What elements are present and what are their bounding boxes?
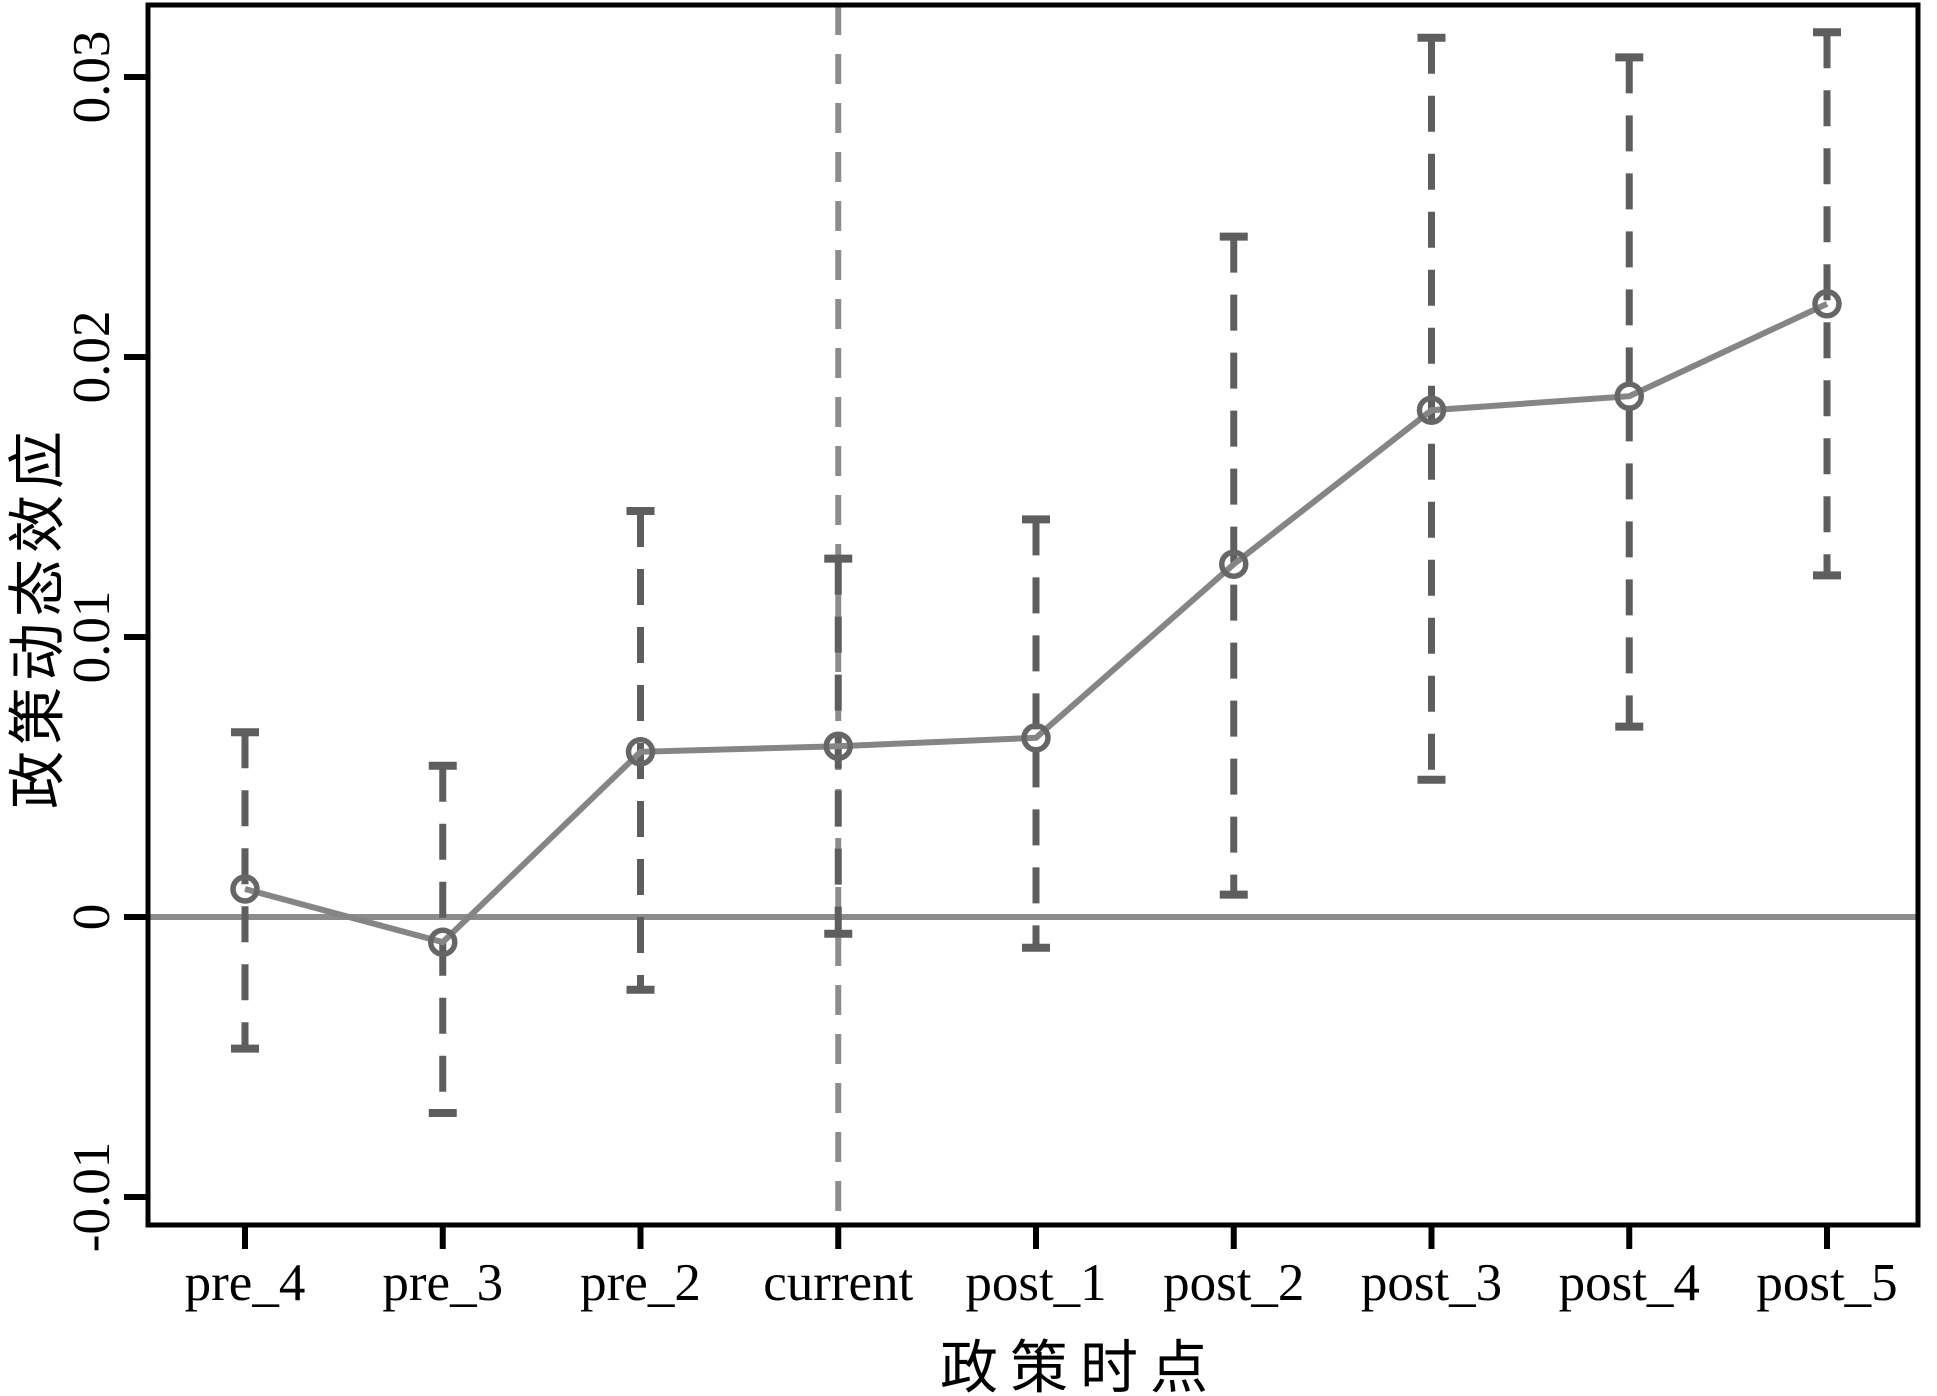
x-tick-label: post_5: [1756, 1254, 1897, 1312]
x-tick-label: post_3: [1361, 1254, 1502, 1312]
y-tick-label: 0.02: [63, 311, 121, 404]
data-point-marker: [1021, 723, 1051, 753]
x-tick-label: post_4: [1559, 1254, 1700, 1312]
data-point-marker: [1812, 289, 1842, 319]
data-point-marker: [1614, 381, 1644, 411]
data-point-marker: [230, 874, 260, 904]
data-point-marker: [625, 737, 656, 767]
plot-frame: [145, 2, 1921, 1228]
x-tick-label: post_1: [965, 1254, 1106, 1312]
y-axis-title: 政策动态效应: [6, 425, 71, 809]
y-tick-label: 0.03: [63, 31, 121, 124]
x-tick-label: post_2: [1163, 1254, 1304, 1312]
data-point-marker: [1416, 395, 1447, 425]
y-tick-label: -0.01: [63, 1142, 121, 1252]
x-tick-label: pre_4: [185, 1254, 306, 1312]
x-tick-label: pre_3: [382, 1254, 503, 1312]
y-tick-label: 0.01: [63, 591, 121, 684]
series-line: [244, 301, 1829, 946]
x-tick-label: current: [763, 1254, 913, 1312]
data-point-marker: [1219, 549, 1249, 579]
x-tick-label: pre_2: [580, 1254, 701, 1312]
y-tick-label: 0: [63, 904, 121, 931]
data-point-marker: [823, 731, 853, 761]
x-axis-title: 政策时点: [940, 1336, 1220, 1396]
data-point-marker: [428, 927, 458, 957]
